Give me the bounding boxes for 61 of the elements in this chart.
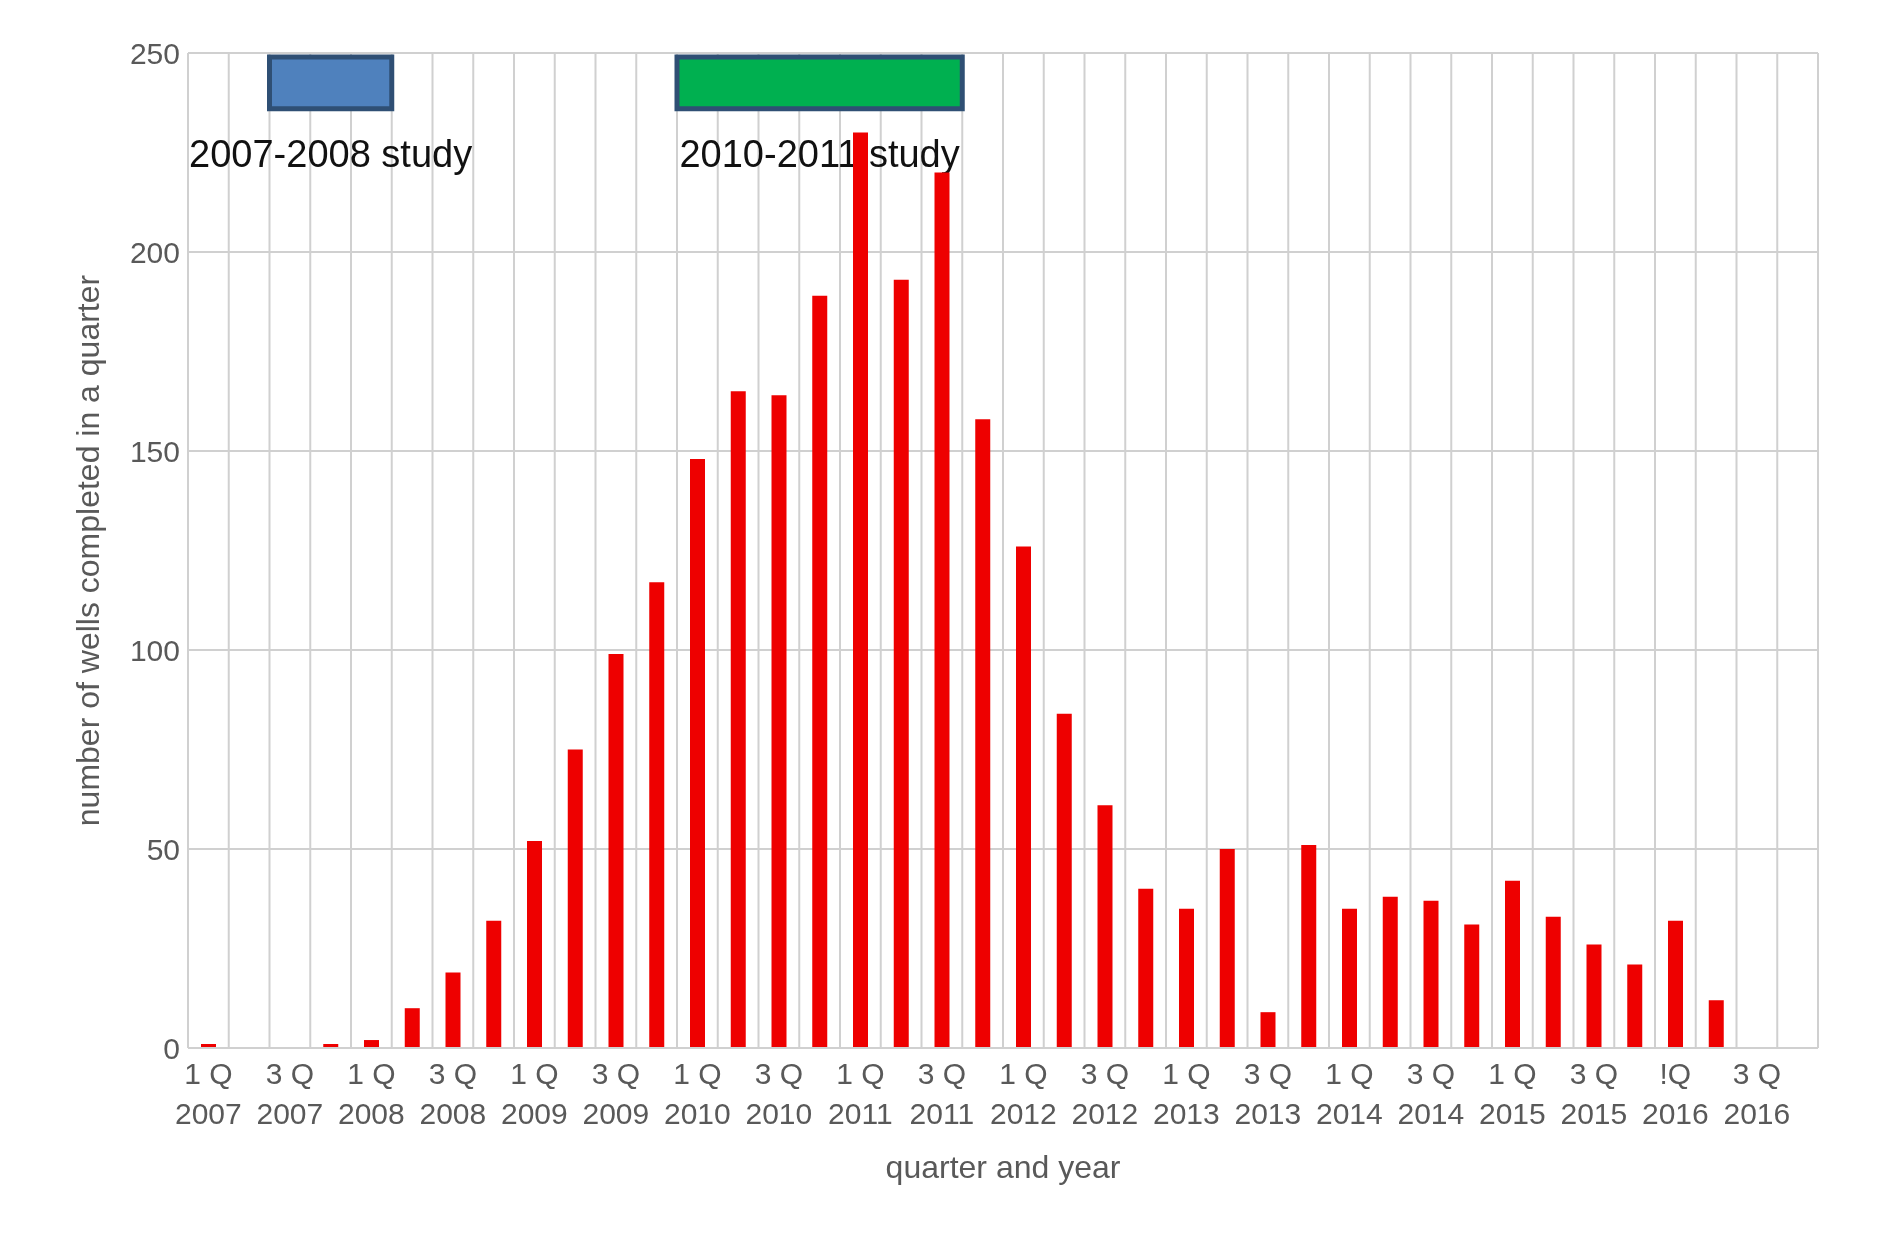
x-tick-label: 1 Q 2008 [338,1057,405,1130]
bar [1627,964,1643,1048]
x-tick-label: 3 Q 2014 [1397,1057,1465,1130]
bar [730,391,746,1048]
bar [1342,908,1357,1048]
bar [1423,900,1439,1048]
x-tick-label: 1 Q 2012 [990,1057,1057,1130]
x-tick-label: 1 Q 2015 [1479,1057,1546,1130]
bar [1097,805,1113,1048]
x-tick-label: 3 Q 2009 [582,1057,650,1130]
bar [567,749,583,1048]
y-tick-label: 250 [129,36,180,70]
bar [486,920,502,1048]
bar [1545,916,1561,1048]
bar [1016,546,1031,1048]
bar [975,419,991,1048]
bar [445,972,461,1048]
x-tick-label: 3 Q 2013 [1234,1057,1302,1130]
bar [853,132,868,1048]
x-tick-label: 3 Q 2008 [419,1057,487,1130]
band-label: 2007-2008 study [189,132,473,175]
bar [934,172,950,1048]
bar [1382,896,1398,1048]
bar [1464,924,1480,1048]
bar [893,279,909,1048]
bar [1586,944,1602,1048]
x-tick-label: 3 Q 2012 [1071,1057,1139,1130]
bar [527,841,542,1048]
x-tick-label: 1 Q 2013 [1153,1057,1220,1130]
bar [1179,908,1194,1048]
x-tick-label: 3 Q 2010 [745,1057,813,1130]
y-tick-label: 200 [129,235,180,269]
bar [649,582,665,1048]
x-tick-label: 1 Q 2009 [501,1057,568,1130]
x-tick-label: !Q 2016 [1642,1057,1709,1130]
x-tick-label: 1 Q 2014 [1316,1057,1383,1130]
bar [404,1008,420,1048]
bar [1219,849,1235,1048]
bar [608,653,624,1048]
bar [1301,845,1317,1048]
x-axis-title: quarter and year [885,1149,1121,1185]
bar [771,395,787,1048]
x-tick-label: 3 Q 2015 [1560,1057,1628,1130]
bar [690,458,705,1048]
y-axis-title: number of wells completed in a quarter [70,274,107,827]
x-tick-label: 1 Q 2010 [664,1057,731,1130]
bar [1260,1012,1276,1048]
y-tick-label: 100 [129,633,180,667]
bar [1708,1000,1724,1048]
x-tick-label: 1 Q 2011 [828,1057,893,1130]
bar [812,295,828,1048]
bar [1138,888,1154,1048]
bar [1056,713,1072,1048]
x-tick-label: 3 Q 2007 [256,1057,324,1130]
y-tick-label: 50 [146,832,180,866]
bar [1505,880,1520,1048]
x-tick-label: 3 Q 2011 [909,1057,975,1130]
y-tick-label: 150 [129,434,180,468]
x-tick-label: 3 Q 2016 [1723,1057,1791,1130]
bar [1668,920,1683,1048]
band-label: 2010-2011 study [679,132,960,175]
